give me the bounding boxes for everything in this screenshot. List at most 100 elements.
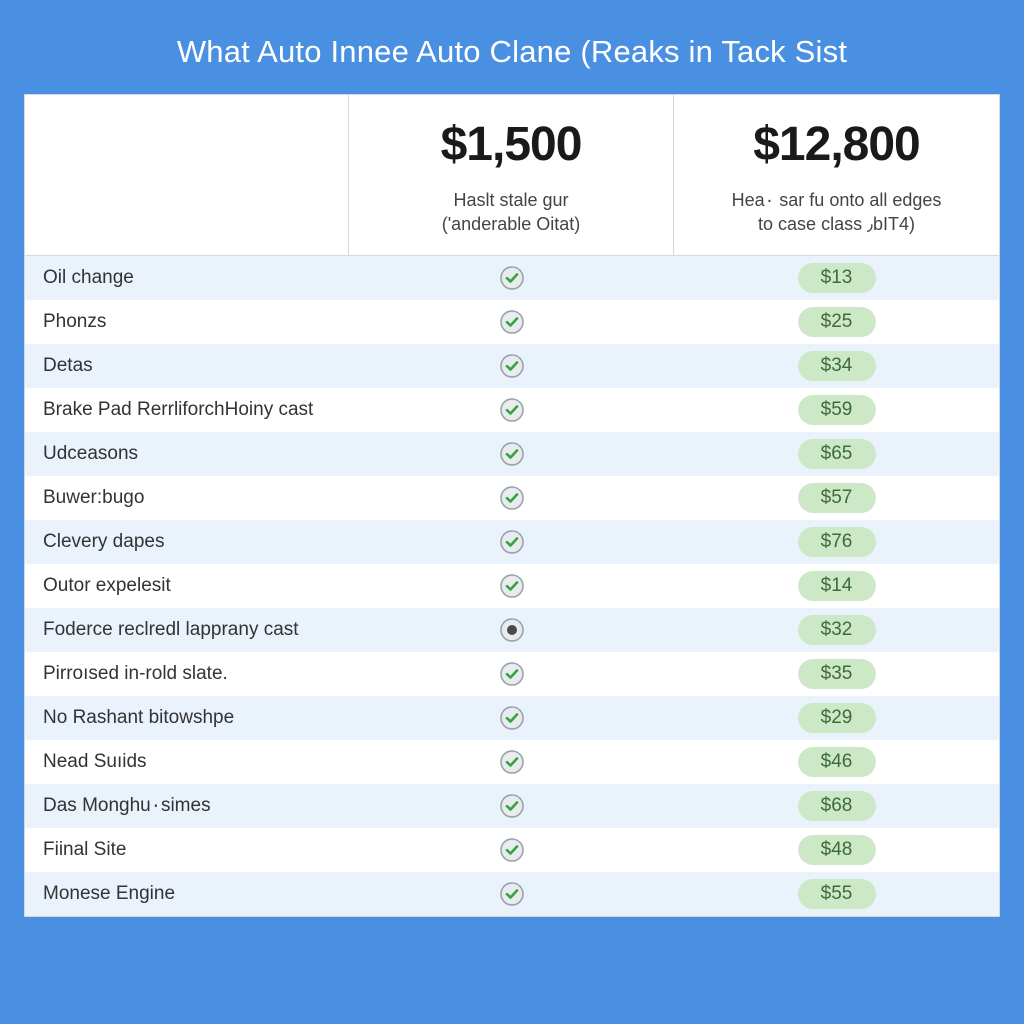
price-pill: $48 [798, 835, 876, 865]
row-price-cell: $59 [674, 395, 999, 425]
price-pill: $35 [798, 659, 876, 689]
plan-2-price: $12,800 [686, 117, 987, 172]
row-check-cell [349, 793, 674, 819]
row-label: Buwer:bugo [25, 487, 349, 509]
check-icon [499, 793, 525, 819]
table-row: Detas $34 [25, 344, 999, 388]
check-icon [499, 397, 525, 423]
price-pill: $32 [798, 615, 876, 645]
row-price-cell: $14 [674, 571, 999, 601]
row-check-cell [349, 309, 674, 335]
row-check-cell [349, 485, 674, 511]
row-price-cell: $29 [674, 703, 999, 733]
row-check-cell [349, 881, 674, 907]
price-pill: $46 [798, 747, 876, 777]
price-pill: $25 [798, 307, 876, 337]
row-price-cell: $55 [674, 879, 999, 909]
row-price-cell: $46 [674, 747, 999, 777]
row-check-cell [349, 441, 674, 467]
row-label: Detas [25, 355, 349, 377]
row-label: Fiinal Site [25, 839, 349, 861]
check-icon [499, 837, 525, 863]
row-price-cell: $68 [674, 791, 999, 821]
row-label: Brake Pad RerrliforchHoiny cast [25, 399, 349, 421]
row-check-cell [349, 265, 674, 291]
price-pill: $13 [798, 263, 876, 293]
table-row: No Rashant bitowshpe $29 [25, 696, 999, 740]
row-price-cell: $35 [674, 659, 999, 689]
price-pill: $76 [798, 527, 876, 557]
table-row: Outor expelesit $14 [25, 564, 999, 608]
table-row: Das Monghu٠simes $68 [25, 784, 999, 828]
row-price-cell: $13 [674, 263, 999, 293]
plan-2-subtitle: Hea٠ sar fu onto all edges to case class… [686, 188, 987, 237]
row-label: Phonzs [25, 311, 349, 333]
plan-col-2: $12,800 Hea٠ sar fu onto all edges to ca… [674, 95, 999, 255]
dot-icon [499, 617, 525, 643]
row-price-cell: $76 [674, 527, 999, 557]
row-price-cell: $65 [674, 439, 999, 469]
check-icon [499, 353, 525, 379]
row-label: Das Monghu٠simes [25, 794, 349, 817]
table-row: Oil change $13 [25, 256, 999, 300]
plan-1-subtitle: Haslt stale gur ('anderable Oitat) [361, 188, 661, 237]
table-row: Brake Pad RerrliforchHoiny cast $59 [25, 388, 999, 432]
row-price-cell: $57 [674, 483, 999, 513]
table-row: Pirroısed in-rold slate. $35 [25, 652, 999, 696]
price-pill: $68 [798, 791, 876, 821]
check-icon [499, 265, 525, 291]
row-price-cell: $48 [674, 835, 999, 865]
page-title: What Auto Innee Auto Clane (Reaks in Tac… [24, 20, 1000, 94]
row-check-cell [349, 705, 674, 731]
check-icon [499, 705, 525, 731]
row-check-cell [349, 749, 674, 775]
row-label: Foderce reclredl lapprany cast [25, 619, 349, 641]
row-label: Outor expelesit [25, 575, 349, 597]
table-header-row: $1,500 Haslt stale gur ('anderable Oitat… [25, 95, 999, 256]
row-label: Oil change [25, 267, 349, 289]
table-row: Monese Engine $55 [25, 872, 999, 916]
row-check-cell [349, 397, 674, 423]
check-icon [499, 529, 525, 555]
table-row: Clevery dapes $76 [25, 520, 999, 564]
price-pill: $55 [798, 879, 876, 909]
table-row: Phonzs $25 [25, 300, 999, 344]
table-row: Foderce reclredl lapprany cast $32 [25, 608, 999, 652]
price-pill: $57 [798, 483, 876, 513]
row-label: No Rashant bitowshpe [25, 707, 349, 729]
comparison-table: $1,500 Haslt stale gur ('anderable Oitat… [24, 94, 1000, 917]
check-icon [499, 749, 525, 775]
plan-col-1: $1,500 Haslt stale gur ('anderable Oitat… [349, 95, 674, 255]
price-pill: $34 [798, 351, 876, 381]
row-check-cell [349, 617, 674, 643]
row-label: Pirroısed in-rold slate. [25, 663, 349, 685]
row-label: Clevery dapes [25, 531, 349, 553]
row-check-cell [349, 573, 674, 599]
check-icon [499, 661, 525, 687]
plan-1-price: $1,500 [361, 117, 661, 172]
price-pill: $59 [798, 395, 876, 425]
check-icon [499, 881, 525, 907]
page-background: What Auto Innee Auto Clane (Reaks in Tac… [0, 0, 1024, 1024]
check-icon [499, 573, 525, 599]
row-check-cell [349, 353, 674, 379]
table-row: Fiinal Site $48 [25, 828, 999, 872]
price-pill: $65 [798, 439, 876, 469]
row-check-cell [349, 837, 674, 863]
row-check-cell [349, 529, 674, 555]
header-empty-cell [25, 95, 349, 255]
row-price-cell: $25 [674, 307, 999, 337]
check-icon [499, 309, 525, 335]
check-icon [499, 485, 525, 511]
check-icon [499, 441, 525, 467]
row-price-cell: $34 [674, 351, 999, 381]
price-pill: $29 [798, 703, 876, 733]
table-row: Buwer:bugo $57 [25, 476, 999, 520]
row-label: Nead Suıids [25, 751, 349, 773]
row-label: Monese Engine [25, 883, 349, 905]
table-body: Oil change $13Phonzs $25Detas $34Brake P… [25, 256, 999, 916]
table-row: Udceasons $65 [25, 432, 999, 476]
table-row: Nead Suıids $46 [25, 740, 999, 784]
price-pill: $14 [798, 571, 876, 601]
row-label: Udceasons [25, 443, 349, 465]
